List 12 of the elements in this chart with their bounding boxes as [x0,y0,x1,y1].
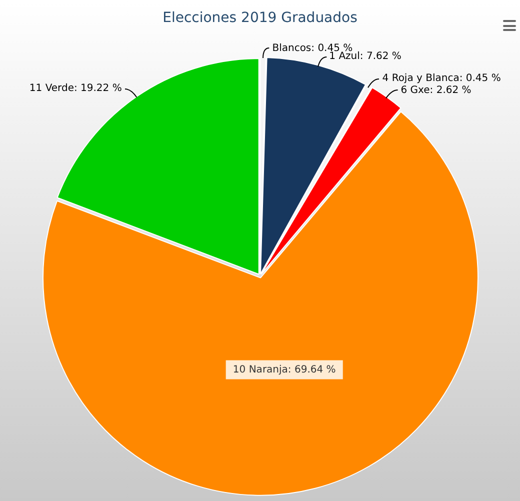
slice-label: Blancos [272,43,312,54]
slice-label: 6 Gxe [400,85,430,96]
slice-label: 11 Verde [29,83,74,94]
data-label: : 69.64 % [288,364,336,376]
slice-label: 10 Naranja [232,364,288,376]
data-label: : 0.45 % [459,73,501,84]
slice-label: 1 Azul [329,51,360,62]
data-label: : 2.62 % [430,85,472,96]
data-label: : 7.62 % [360,51,402,62]
slice-label: 4 Roja y Blanca [382,73,460,84]
chart-title: Elecciones 2019 Graduados [162,10,358,26]
data-label: : 19.22 % [74,83,122,94]
